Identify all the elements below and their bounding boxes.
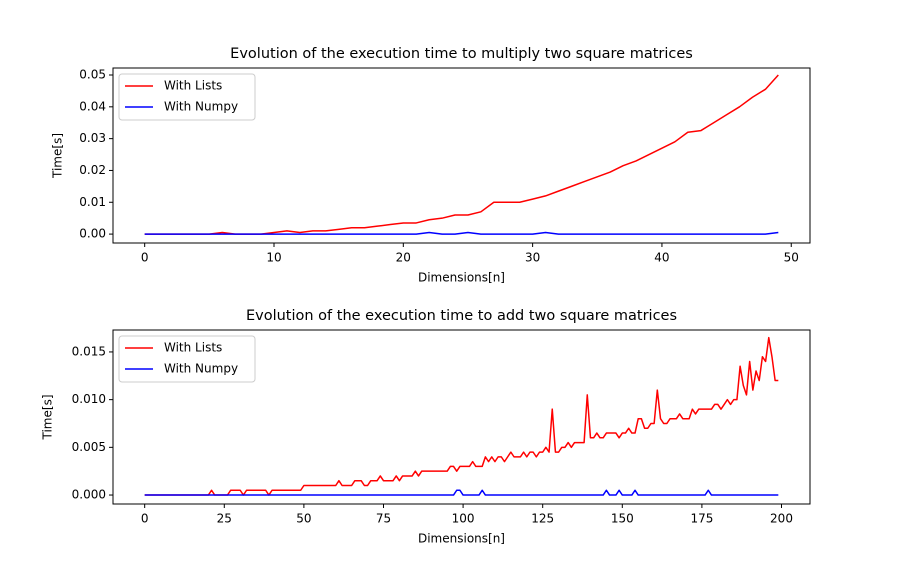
x-tick-label: 50: [296, 512, 311, 526]
x-tick-label: 50: [784, 251, 799, 265]
y-tick-label: 0.015: [72, 344, 106, 358]
x-tick-label: 175: [690, 512, 713, 526]
x-tick-label: 30: [525, 251, 540, 265]
axes-frame: [112, 67, 811, 244]
data-line: [144, 336, 779, 496]
legend-label: With Lists: [164, 79, 222, 93]
y-tick-label: 0.000: [72, 488, 106, 502]
y-tick-label: 0.010: [72, 392, 106, 406]
x-tick-label: 200: [770, 512, 793, 526]
legend-label: With Numpy: [164, 100, 238, 114]
x-tick-label: 20: [396, 251, 411, 265]
y-tick-label: 0.05: [79, 68, 106, 82]
x-tick-label: 100: [452, 512, 475, 526]
x-tick-label: 0: [141, 251, 149, 265]
x-tick-label: 75: [376, 512, 391, 526]
y-tick-label: 0.02: [79, 163, 106, 177]
y-axis-label: Time[s]: [41, 395, 55, 441]
x-tick-label: 125: [531, 512, 554, 526]
x-tick-label: 150: [611, 512, 634, 526]
y-tick-label: 0.00: [79, 227, 106, 241]
y-tick-label: 0.04: [79, 99, 106, 113]
y-tick-label: 0.03: [79, 131, 106, 145]
x-tick-label: 0: [141, 512, 149, 526]
legend-label: With Numpy: [164, 362, 238, 376]
x-axis-label: Dimensions[n]: [418, 271, 505, 285]
y-axis-label: Time[s]: [51, 133, 65, 179]
x-tick-label: 10: [266, 251, 281, 265]
chart-title: Evolution of the execution time to add t…: [246, 308, 677, 324]
x-tick-label: 40: [654, 251, 669, 265]
axes-frame: [112, 329, 811, 505]
chart-title: Evolution of the execution time to multi…: [230, 46, 693, 62]
x-axis-label: Dimensions[n]: [418, 532, 505, 546]
y-tick-label: 0.005: [72, 440, 106, 454]
x-tick-label: 25: [217, 512, 232, 526]
y-tick-label: 0.01: [79, 195, 106, 209]
data-line: [144, 489, 779, 496]
data-line: [144, 231, 779, 235]
legend-label: With Lists: [164, 341, 222, 355]
